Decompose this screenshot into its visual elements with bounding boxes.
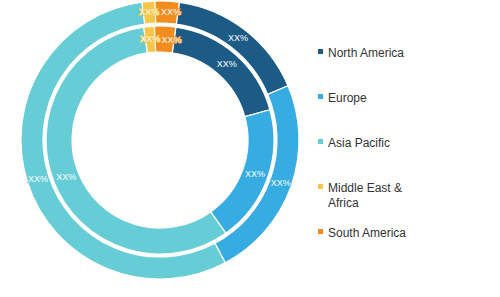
data-label: XX% bbox=[271, 178, 291, 188]
data-label: XX% bbox=[56, 172, 76, 182]
donut-slice bbox=[172, 27, 270, 117]
data-label: XX% bbox=[162, 35, 182, 45]
data-label: XX% bbox=[28, 174, 48, 184]
donut-rings bbox=[21, 1, 299, 279]
legend-swatch bbox=[318, 139, 323, 144]
chart: XX%XX%XX%XX%XX%XX%XX%XX%XX%XX%North Amer… bbox=[0, 0, 500, 297]
legend-label: South America bbox=[328, 226, 406, 240]
legend-label: Middle East &Africa bbox=[328, 181, 402, 210]
donut-slice bbox=[211, 110, 274, 233]
legend-swatch bbox=[318, 49, 323, 54]
legend-label: North America bbox=[328, 46, 404, 60]
donut-slice bbox=[46, 27, 226, 254]
data-labels: XX%XX%XX%XX%XX%XX%XX%XX%XX%XX% bbox=[28, 7, 291, 187]
legend-swatch bbox=[318, 229, 323, 234]
data-label: XX% bbox=[245, 169, 265, 179]
data-label: XX% bbox=[161, 7, 181, 17]
legend-swatch bbox=[318, 94, 323, 99]
data-label: XX% bbox=[140, 34, 160, 44]
legend: North America Europe Asia Pacific Middle Ea… bbox=[318, 46, 406, 240]
data-label: XX% bbox=[139, 7, 159, 17]
legend-label: Europe bbox=[328, 91, 367, 105]
data-label: XX% bbox=[217, 59, 237, 69]
legend-swatch bbox=[318, 184, 323, 189]
data-label: XX% bbox=[228, 33, 248, 43]
legend-label: Asia Pacific bbox=[328, 136, 390, 150]
